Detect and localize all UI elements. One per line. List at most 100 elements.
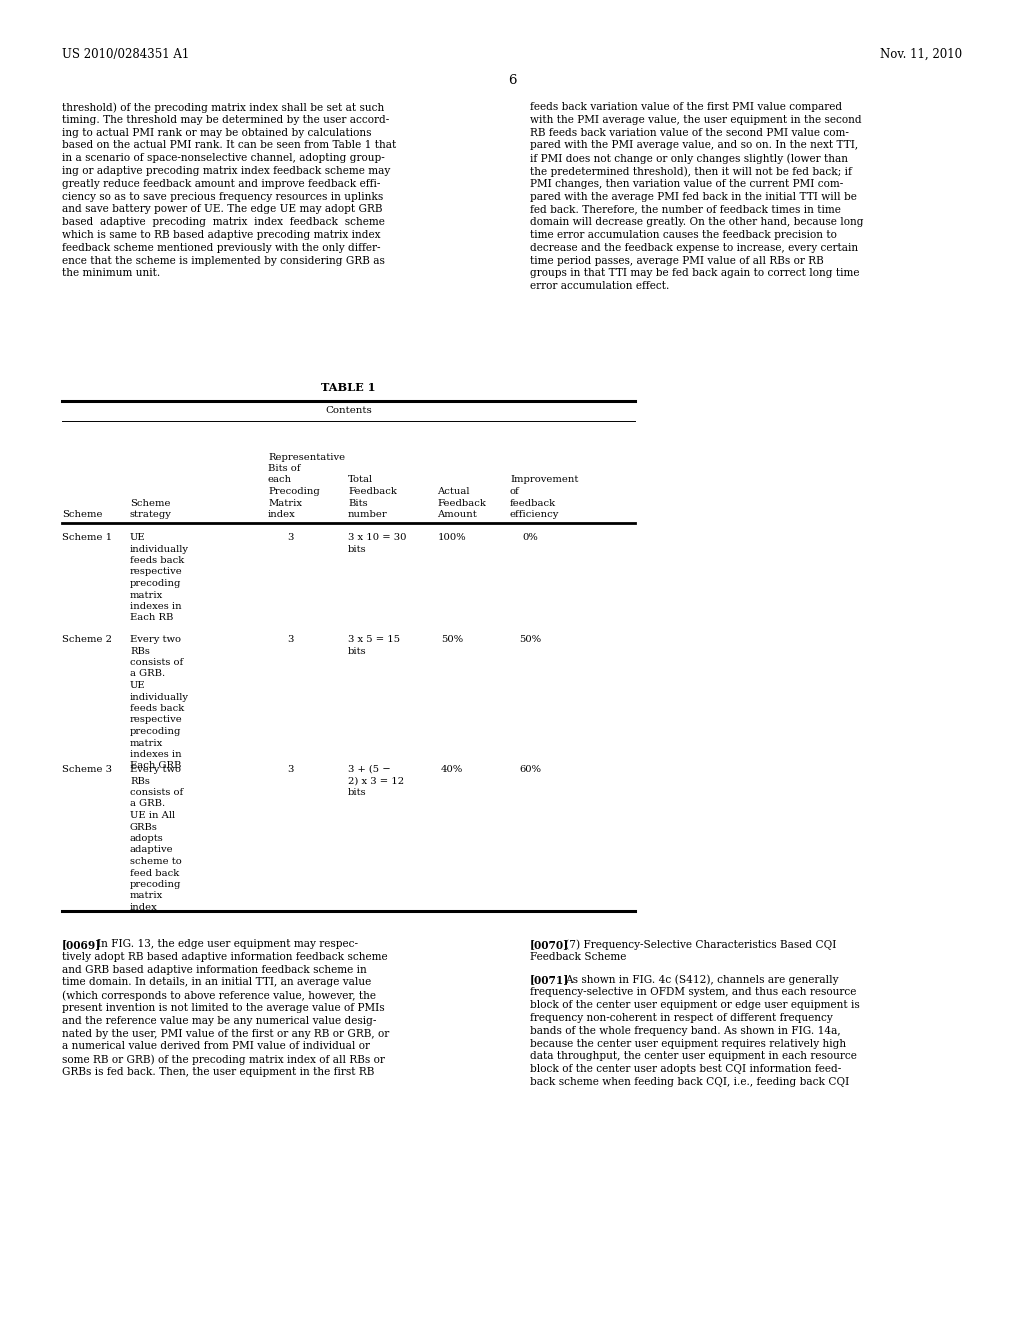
Text: Each GRB: Each GRB	[130, 762, 181, 771]
Text: pared with the average PMI fed back in the initial TTI will be: pared with the average PMI fed back in t…	[530, 191, 857, 202]
Text: tively adopt RB based adaptive information feedback scheme: tively adopt RB based adaptive informati…	[62, 952, 388, 962]
Text: the predetermined threshold), then it will not be fed back; if: the predetermined threshold), then it wi…	[530, 166, 852, 177]
Text: Every two: Every two	[130, 766, 181, 774]
Text: UE: UE	[130, 533, 145, 543]
Text: feeds back: feeds back	[130, 556, 184, 565]
Text: Improvement: Improvement	[510, 475, 579, 484]
Text: Amount: Amount	[437, 510, 477, 519]
Text: matrix: matrix	[130, 738, 163, 747]
Text: based on the actual PMI rank. It can be seen from Table 1 that: based on the actual PMI rank. It can be …	[62, 140, 396, 150]
Text: greatly reduce feedback amount and improve feedback effi-: greatly reduce feedback amount and impro…	[62, 178, 380, 189]
Text: respective: respective	[130, 568, 182, 577]
Text: GRBs: GRBs	[130, 822, 158, 832]
Text: Scheme 1: Scheme 1	[62, 533, 112, 543]
Text: index: index	[268, 510, 296, 519]
Text: error accumulation effect.: error accumulation effect.	[530, 281, 670, 292]
Text: Every two: Every two	[130, 635, 181, 644]
Text: TABLE 1: TABLE 1	[322, 381, 376, 393]
Text: ing or adaptive precoding matrix index feedback scheme may: ing or adaptive precoding matrix index f…	[62, 166, 390, 176]
Text: nated by the user, PMI value of the first or any RB or GRB, or: nated by the user, PMI value of the firs…	[62, 1028, 389, 1039]
Text: adopts: adopts	[130, 834, 164, 843]
Text: Feedback Scheme: Feedback Scheme	[530, 952, 627, 962]
Text: Scheme 3: Scheme 3	[62, 766, 112, 774]
Text: 50%: 50%	[519, 635, 541, 644]
Text: respective: respective	[130, 715, 182, 725]
Text: PMI changes, then variation value of the current PMI com-: PMI changes, then variation value of the…	[530, 178, 843, 189]
Text: a GRB.: a GRB.	[130, 800, 165, 808]
Text: As shown in FIG. 4c (S412), channels are generally: As shown in FIG. 4c (S412), channels are…	[565, 974, 839, 985]
Text: RB feeds back variation value of the second PMI value com-: RB feeds back variation value of the sec…	[530, 128, 849, 137]
Text: adaptive: adaptive	[130, 846, 174, 854]
Text: consists of: consists of	[130, 788, 183, 797]
Text: 3: 3	[287, 766, 293, 774]
Text: 3 x 5 = 15: 3 x 5 = 15	[348, 635, 400, 644]
Text: bands of the whole frequency band. As shown in FIG. 14a,: bands of the whole frequency band. As sh…	[530, 1026, 841, 1036]
Text: Actual: Actual	[437, 487, 469, 496]
Text: feed back: feed back	[130, 869, 179, 878]
Text: time error accumulation causes the feedback precision to: time error accumulation causes the feedb…	[530, 230, 837, 240]
Text: time period passes, average PMI value of all RBs or RB: time period passes, average PMI value of…	[530, 256, 823, 265]
Text: Scheme: Scheme	[62, 510, 102, 519]
Text: Representative: Representative	[268, 453, 345, 462]
Text: fed back. Therefore, the number of feedback times in time: fed back. Therefore, the number of feedb…	[530, 205, 841, 214]
Text: 3 + (5 −: 3 + (5 −	[348, 766, 390, 774]
Text: feeds back: feeds back	[130, 704, 184, 713]
Text: number: number	[348, 510, 388, 519]
Text: each: each	[268, 475, 292, 484]
Text: data throughput, the center user equipment in each resource: data throughput, the center user equipme…	[530, 1052, 857, 1061]
Text: block of the center user adopts best CQI information feed-: block of the center user adopts best CQI…	[530, 1064, 842, 1074]
Text: a GRB.: a GRB.	[130, 669, 165, 678]
Text: Matrix: Matrix	[268, 499, 302, 507]
Text: matrix: matrix	[130, 590, 163, 599]
Text: frequency non-coherent in respect of different frequency: frequency non-coherent in respect of dif…	[530, 1012, 833, 1023]
Text: matrix: matrix	[130, 891, 163, 900]
Text: strategy: strategy	[130, 510, 172, 519]
Text: precoding: precoding	[130, 579, 181, 587]
Text: and GRB based adaptive information feedback scheme in: and GRB based adaptive information feedb…	[62, 965, 367, 974]
Text: 50%: 50%	[441, 635, 463, 644]
Text: and save battery power of UE. The edge UE may adopt GRB: and save battery power of UE. The edge U…	[62, 205, 383, 214]
Text: 100%: 100%	[437, 533, 466, 543]
Text: precoding: precoding	[130, 727, 181, 737]
Text: UE: UE	[130, 681, 145, 690]
Text: present invention is not limited to the average value of PMIs: present invention is not limited to the …	[62, 1003, 385, 1012]
Text: Scheme 2: Scheme 2	[62, 635, 112, 644]
Text: 3: 3	[287, 533, 293, 543]
Text: Scheme: Scheme	[130, 499, 171, 507]
Text: Precoding: Precoding	[268, 487, 319, 496]
Text: ing to actual PMI rank or may be obtained by calculations: ing to actual PMI rank or may be obtaine…	[62, 128, 372, 137]
Text: decrease and the feedback expense to increase, every certain: decrease and the feedback expense to inc…	[530, 243, 858, 253]
Text: threshold) of the precoding matrix index shall be set at such: threshold) of the precoding matrix index…	[62, 102, 384, 112]
Text: some RB or GRB) of the precoding matrix index of all RBs or: some RB or GRB) of the precoding matrix …	[62, 1055, 385, 1065]
Text: pared with the PMI average value, and so on. In the next TTI,: pared with the PMI average value, and so…	[530, 140, 858, 150]
Text: and the reference value may be any numerical value desig-: and the reference value may be any numer…	[62, 1016, 377, 1026]
Text: Contents: Contents	[326, 407, 372, 414]
Text: back scheme when feeding back CQI, i.e., feeding back CQI: back scheme when feeding back CQI, i.e.,…	[530, 1077, 849, 1086]
Text: if PMI does not change or only changes slightly (lower than: if PMI does not change or only changes s…	[530, 153, 848, 164]
Text: feedback scheme mentioned previously with the only differ-: feedback scheme mentioned previously wit…	[62, 243, 381, 253]
Text: domain will decrease greatly. On the other hand, because long: domain will decrease greatly. On the oth…	[530, 218, 863, 227]
Text: feedback: feedback	[510, 499, 556, 507]
Text: of: of	[510, 487, 520, 496]
Text: time domain. In details, in an initial TTI, an average value: time domain. In details, in an initial T…	[62, 977, 372, 987]
Text: a numerical value derived from PMI value of individual or: a numerical value derived from PMI value…	[62, 1041, 370, 1052]
Text: block of the center user equipment or edge user equipment is: block of the center user equipment or ed…	[530, 1001, 860, 1010]
Text: 40%: 40%	[441, 766, 463, 774]
Text: the minimum unit.: the minimum unit.	[62, 268, 160, 279]
Text: 60%: 60%	[519, 766, 541, 774]
Text: efficiency: efficiency	[510, 510, 559, 519]
Text: UE in All: UE in All	[130, 810, 175, 820]
Text: bits: bits	[348, 647, 367, 656]
Text: RBs: RBs	[130, 776, 150, 785]
Text: with the PMI average value, the user equipment in the second: with the PMI average value, the user equ…	[530, 115, 861, 125]
Text: which is same to RB based adaptive precoding matrix index: which is same to RB based adaptive preco…	[62, 230, 381, 240]
Text: groups in that TTI may be fed back again to correct long time: groups in that TTI may be fed back again…	[530, 268, 859, 279]
Text: Bits of: Bits of	[268, 465, 300, 473]
Text: ciency so as to save precious frequency resources in uplinks: ciency so as to save precious frequency …	[62, 191, 383, 202]
Text: individually: individually	[130, 693, 189, 701]
Text: index: index	[130, 903, 158, 912]
Text: because the center user equipment requires relatively high: because the center user equipment requir…	[530, 1039, 846, 1048]
Text: (7) Frequency-Selective Characteristics Based CQI: (7) Frequency-Selective Characteristics …	[565, 939, 837, 949]
Text: Bits: Bits	[348, 499, 368, 507]
Text: 3: 3	[287, 635, 293, 644]
